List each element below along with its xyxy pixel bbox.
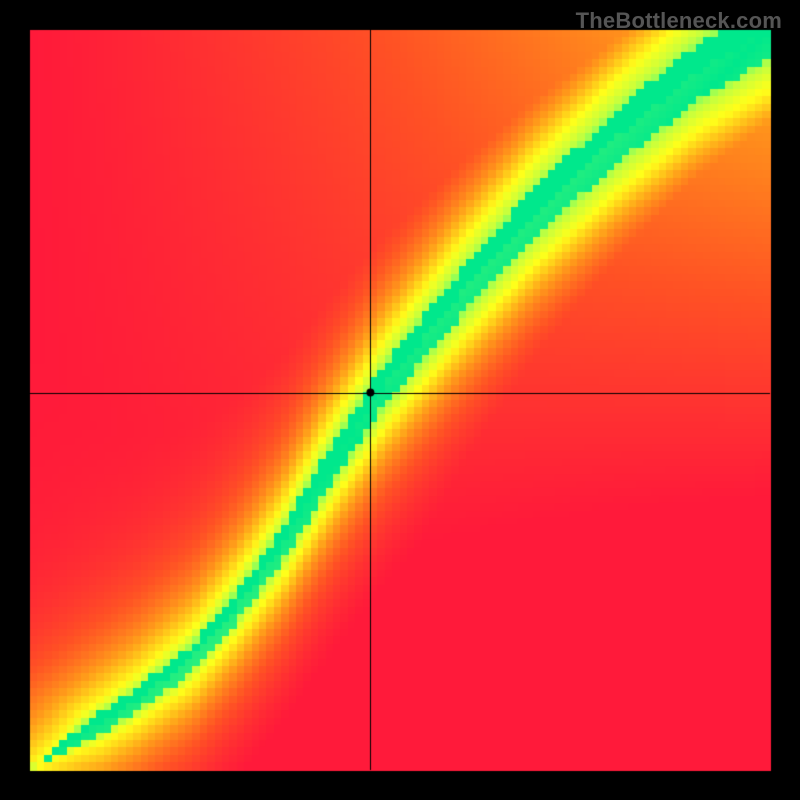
bottleneck-heatmap [0, 0, 800, 800]
watermark-text: TheBottleneck.com [576, 8, 782, 34]
chart-container: TheBottleneck.com [0, 0, 800, 800]
